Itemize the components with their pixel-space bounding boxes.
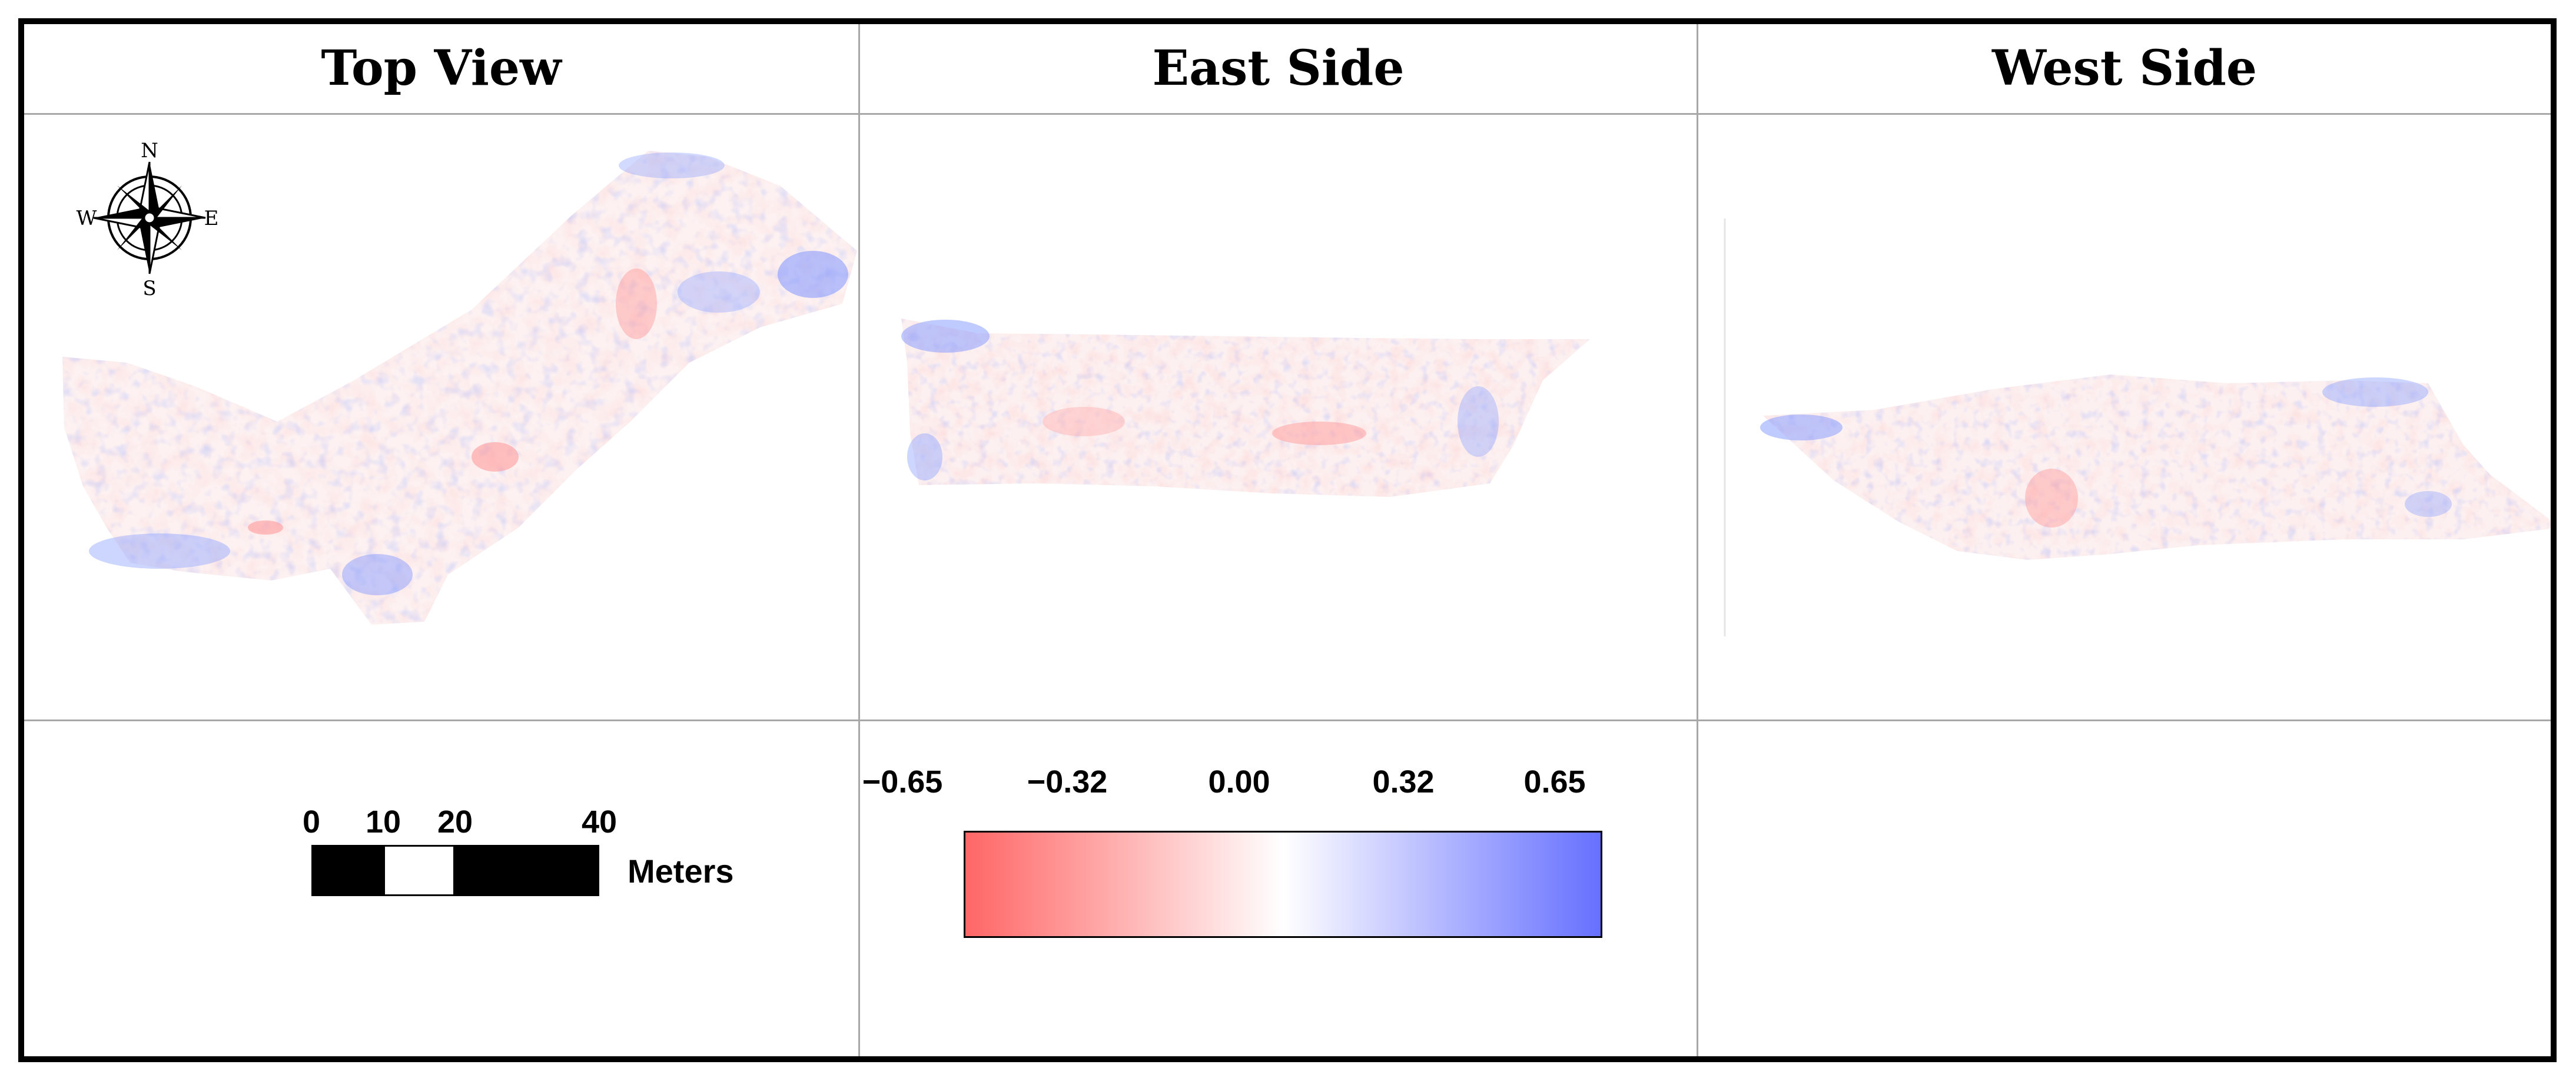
compass-rose-icon xyxy=(93,161,206,274)
header-west-side: West Side xyxy=(1991,40,2258,97)
scale-segment-3 xyxy=(455,845,599,896)
column-divider-2 xyxy=(1697,24,1698,1056)
compass-s-label: S xyxy=(142,277,156,300)
colorbar-gradient xyxy=(964,831,1602,938)
compass-e-label: E xyxy=(204,207,219,230)
colorbar-tick-min: −0.65 xyxy=(862,764,943,800)
scale-segment-2 xyxy=(383,845,455,896)
scale-segment-1 xyxy=(311,845,383,896)
east-side-surface xyxy=(901,319,1590,497)
colorbar-tick-zero: 0.00 xyxy=(1208,764,1270,800)
west-side-panel xyxy=(1698,115,2551,719)
scale-tick-40: 40 xyxy=(581,804,618,840)
scale-tick-10: 10 xyxy=(365,804,401,840)
colorbar-tick-pos: 0.32 xyxy=(1372,764,1435,800)
legend-divider xyxy=(24,719,2551,721)
colorbar: −0.65 −0.32 0.00 0.32 0.65 xyxy=(860,721,1697,1062)
top-view-surface xyxy=(62,151,857,625)
header-east-side: East Side xyxy=(1152,40,1405,97)
west-side-surface xyxy=(1760,374,2551,560)
colorbar-tick-neg: −0.32 xyxy=(1027,764,1108,800)
scale-bar: 0 10 20 40 Meters xyxy=(24,721,858,1062)
colorbar-tick-max: 0.65 xyxy=(1523,764,1586,800)
scale-tick-20: 20 xyxy=(437,804,473,840)
column-divider-1 xyxy=(858,24,860,1056)
header-divider xyxy=(24,113,2551,115)
compass-w-label: W xyxy=(77,207,97,230)
scale-unit-label: Meters xyxy=(628,853,734,890)
figure-frame: Top View East Side West Side xyxy=(18,18,2557,1062)
top-view-panel: N S E W xyxy=(24,115,858,719)
scale-tick-0: 0 xyxy=(302,804,321,840)
compass-n-label: N xyxy=(141,139,158,163)
header-top-view: Top View xyxy=(321,40,562,97)
east-side-panel xyxy=(860,115,1697,719)
